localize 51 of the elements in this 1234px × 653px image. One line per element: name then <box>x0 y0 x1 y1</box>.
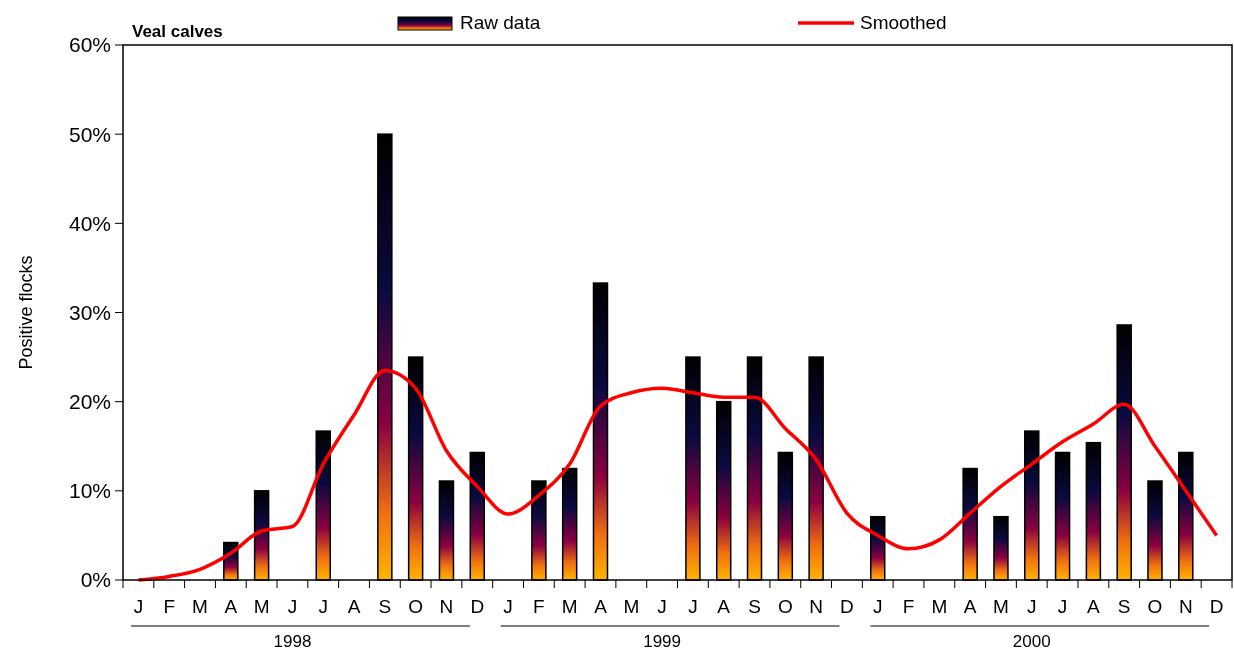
y-tick-label: 50% <box>68 122 111 146</box>
text: 2000 <box>1012 632 1051 651</box>
x-tick-label: J <box>688 596 698 617</box>
y-axis-title: Positive flocks <box>16 255 36 370</box>
legend-label: Smoothed <box>860 12 947 33</box>
x-tick-label: A <box>347 596 361 617</box>
x-tick-label: J <box>657 596 667 617</box>
text: 1998 <box>273 632 312 651</box>
x-tick-label: M <box>561 596 578 617</box>
x-tick-label: A <box>224 596 238 617</box>
x-tick-label: M <box>623 596 640 617</box>
x-tick-label: J <box>133 596 144 617</box>
y-tick-label: 30% <box>68 300 111 324</box>
line-series <box>136 368 1219 582</box>
x-tick-label: O <box>408 596 424 617</box>
x-tick-label: D <box>470 596 485 617</box>
x-tick-label: D <box>840 596 854 617</box>
x-tick-label: A <box>1087 596 1101 617</box>
x-tick-label: J <box>287 596 298 617</box>
y-tick-label: 40% <box>68 211 111 235</box>
x-tick-label: S <box>1117 596 1131 617</box>
x-tick-label: J <box>503 596 513 617</box>
x-tick-label: J <box>872 596 883 617</box>
x-tick-label: O <box>1147 596 1163 617</box>
y-tick-label: 20% <box>68 390 111 414</box>
x-tick-label: J <box>1027 596 1037 617</box>
x-tick-label: A <box>594 596 608 617</box>
x-tick-label: S <box>378 596 392 617</box>
x-tick-label: F <box>902 596 915 617</box>
legend-label: Raw data <box>460 12 541 33</box>
x-tick-label: O <box>777 596 793 617</box>
x-tick-label: M <box>253 596 270 617</box>
y-tick-label: 10% <box>68 479 111 503</box>
x-tick-label: S <box>748 596 761 617</box>
x-tick-label: F <box>163 596 176 617</box>
x-tick-label: M <box>993 596 1009 617</box>
y-tick-label: 0% <box>80 568 111 592</box>
x-tick-label: F <box>533 596 545 617</box>
x-tick-label: J <box>1057 596 1068 617</box>
x-tick-label: M <box>931 596 948 617</box>
x-tick-label: N <box>809 596 823 617</box>
x-tick-label: D <box>1209 596 1224 617</box>
chart-title: Veal calves <box>132 22 223 41</box>
x-tick-label: N <box>439 596 454 617</box>
x-tick-label: A <box>963 596 977 617</box>
x-tick-label: N <box>1178 596 1193 617</box>
x-tick-label: J <box>318 596 328 617</box>
y-tick-label: 60% <box>68 33 111 57</box>
x-tick-label: A <box>717 596 731 617</box>
x-tick-label: M <box>192 596 208 617</box>
text: 1999 <box>643 632 682 651</box>
